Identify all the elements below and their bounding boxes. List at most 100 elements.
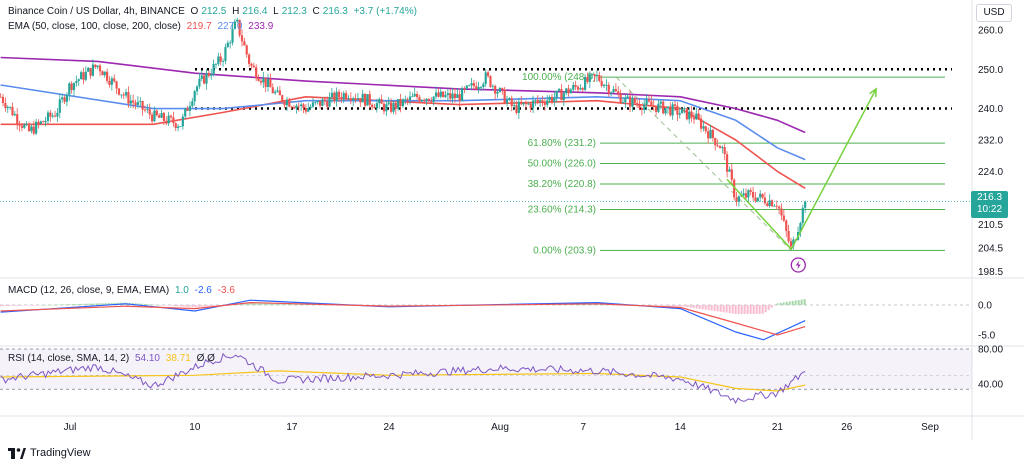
- candle-body: [536, 100, 539, 102]
- candle-body: [129, 100, 132, 104]
- candle-body: [61, 97, 64, 100]
- macd-histogram-bar: [74, 304, 77, 305]
- macd-histogram-bar: [743, 305, 746, 314]
- macd-y-tick: -5.0: [978, 331, 996, 342]
- candle-body: [437, 92, 440, 97]
- fib-level-label: 38.20% (220.8): [528, 179, 596, 190]
- candle-body: [662, 101, 665, 114]
- macd-histogram-bar: [698, 305, 701, 309]
- macd-legend[interactable]: MACD (12, 26, close, 9, EMA, EMA) 1.0 -2…: [8, 285, 238, 296]
- candle-body: [602, 84, 606, 87]
- candle-body: [626, 96, 629, 98]
- candle-body: [82, 72, 85, 80]
- candle-body: [406, 99, 409, 100]
- macd-histogram-bar: [251, 302, 254, 305]
- candle-body: [18, 123, 21, 126]
- candle-body: [539, 100, 542, 102]
- candle-body: [354, 98, 357, 100]
- macd-histogram-bar: [707, 305, 710, 311]
- close-label: C: [312, 6, 320, 17]
- candle-body: [628, 96, 632, 107]
- candle-body: [330, 92, 334, 98]
- macd-histogram-bar: [695, 305, 698, 309]
- y-tick-label: 210.5: [978, 220, 1003, 231]
- candle-body: [595, 74, 599, 77]
- candle-body: [203, 75, 206, 84]
- candle-body: [768, 200, 771, 207]
- candle-body: [30, 126, 33, 132]
- open-value: 212.5: [201, 6, 227, 17]
- candle-body: [380, 99, 383, 104]
- candle-body: [725, 154, 729, 172]
- macd-histogram-bar: [731, 305, 734, 314]
- tradingview-logo[interactable]: TradingView: [8, 447, 91, 459]
- candle-body: [174, 123, 177, 129]
- macd-histogram-bar: [92, 303, 95, 305]
- macd-histogram-bar: [242, 303, 245, 305]
- macd-histogram-bar: [68, 304, 71, 305]
- candle-body: [792, 239, 795, 247]
- candle-body: [124, 92, 128, 96]
- close-value: 216.3: [322, 6, 348, 17]
- candle-body: [697, 113, 700, 119]
- candle-body: [255, 67, 258, 79]
- candle-body: [728, 169, 731, 172]
- candle-body: [207, 72, 210, 76]
- candle-body: [718, 146, 722, 149]
- macd-histogram-bar: [197, 305, 200, 308]
- candle-body: [371, 104, 374, 107]
- candle-body: [472, 83, 475, 87]
- candle-body: [773, 205, 776, 207]
- candle-body: [49, 112, 52, 117]
- ema-line-ema50: [0, 96, 806, 189]
- macd-histogram-bar: [0, 305, 2, 307]
- macd-histogram-bar: [794, 300, 797, 305]
- candle-body: [77, 79, 80, 82]
- candle-body: [425, 98, 428, 101]
- candle-body: [742, 193, 745, 196]
- macd-histogram-bar: [704, 305, 707, 310]
- candle-body: [692, 117, 696, 120]
- candle-body: [226, 42, 229, 48]
- currency-button[interactable]: USD: [976, 4, 1012, 22]
- candle-body: [219, 56, 222, 62]
- candle-body: [669, 106, 672, 116]
- macd-histogram-bar: [284, 303, 287, 305]
- fib-level-label: 100.00% (248.0): [522, 72, 596, 83]
- macd-histogram-bar: [206, 305, 209, 307]
- macd-histogram-bar: [188, 305, 191, 308]
- macd-histogram-bar: [161, 305, 164, 306]
- macd-histogram-bar: [773, 305, 776, 306]
- candle-body: [302, 104, 305, 109]
- candle-body: [0, 96, 2, 98]
- candle-body: [345, 93, 348, 99]
- macd-histogram-bar: [374, 305, 377, 306]
- macd-histogram-bar: [59, 304, 62, 305]
- candle-body: [785, 220, 788, 231]
- macd-histogram-bar: [785, 301, 788, 305]
- candle-body: [318, 100, 322, 106]
- lightning-icon: [795, 260, 801, 270]
- ema200-value: 233.9: [248, 21, 274, 32]
- candle-body: [333, 92, 336, 102]
- candle-body: [607, 84, 610, 94]
- candle-body: [276, 90, 279, 92]
- candle-body: [683, 108, 686, 109]
- macd-histogram-bar: [803, 299, 806, 305]
- candle-body: [543, 103, 546, 105]
- candle-body: [562, 93, 565, 101]
- candle-body: [560, 89, 563, 101]
- candle-body: [593, 74, 596, 77]
- candle-body: [39, 121, 42, 124]
- candle-body: [179, 126, 182, 128]
- candle-body: [23, 124, 26, 128]
- ema-legend[interactable]: EMA (50, close, 100, close, 200, close) …: [8, 21, 276, 32]
- candle-body: [688, 111, 691, 120]
- macd-histogram-bar: [26, 305, 29, 306]
- rsi-legend[interactable]: RSI (14, close, SMA, 14, 2) 54.10 38.71 …: [8, 353, 218, 364]
- macd-histogram-bar: [260, 302, 263, 305]
- candle-body: [162, 112, 166, 121]
- macd-histogram-bar: [56, 304, 59, 306]
- candle-body: [550, 96, 554, 102]
